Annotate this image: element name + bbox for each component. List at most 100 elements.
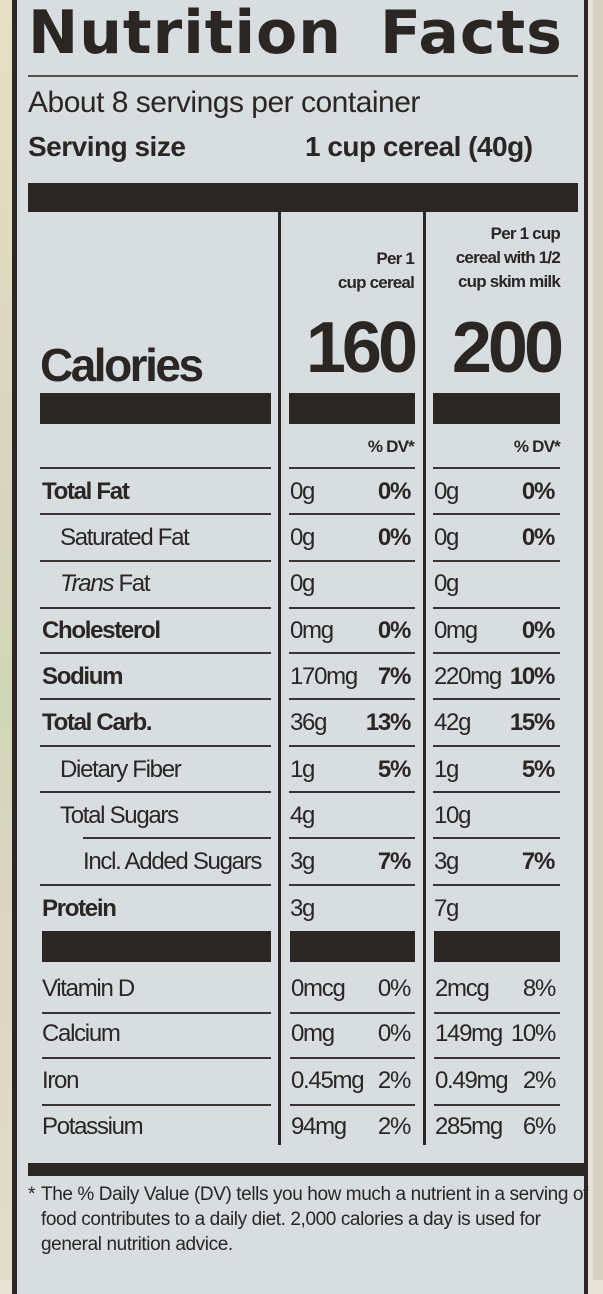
trans-fat-suffix: Fat <box>113 570 150 597</box>
dv-header-cereal: % DV* <box>367 437 415 456</box>
column-header-cereal-line2: cup cereal <box>337 273 415 292</box>
servings-per-container: About 8 servings per container <box>28 86 420 119</box>
vitamin-label-calcium: Calcium <box>42 1020 121 1047</box>
sodium-amount-milk: 220mg <box>434 663 502 690</box>
cholesterol-amount-milk: 0mg <box>434 617 478 644</box>
dv-header-milk: % DV* <box>513 437 561 456</box>
footnote-text: The % Daily Value (DV) tells you how muc… <box>41 1184 588 1255</box>
trans-fat-amount-milk: 0g <box>434 570 459 597</box>
total-carb-dv-milk: 15% <box>509 709 555 736</box>
total-carb-dv-cereal: 13% <box>365 709 411 736</box>
total-sugars-amount-milk: 10g <box>434 802 471 829</box>
nutrient-label-sodium: Sodium <box>42 663 124 690</box>
dietary-fiber-amount-milk: 1g <box>434 756 459 783</box>
calories-value-milk: 200 <box>451 308 564 388</box>
total-fat-dv-cereal: 0% <box>377 478 411 505</box>
column-header-milk-line3: cup skim milk <box>457 272 561 291</box>
total-fat-dv-milk: 0% <box>521 478 555 505</box>
vitamin-d-dv-milk: 8% <box>522 975 556 1002</box>
sodium-amount-cereal: 170mg <box>290 663 358 690</box>
total-carb-amount-cereal: 36g <box>290 709 327 736</box>
nutrient-label-total-sugars: Total Sugars <box>60 802 179 829</box>
sodium-dv-cereal: 7% <box>377 663 411 690</box>
protein-amount-milk: 7g <box>434 895 459 922</box>
package-background-right <box>593 0 603 1280</box>
column-header-cereal: Per 1 cup cereal <box>290 247 415 295</box>
daily-value-footnote: * The % Daily Value (DV) tells you how m… <box>28 1182 588 1257</box>
title-word-nutrition: Nutrition <box>28 0 342 68</box>
dietary-fiber-dv-cereal: 5% <box>377 756 411 783</box>
vitamin-d-amount-cereal: 0mcg <box>291 975 346 1002</box>
vitamin-d-amount-milk: 2mcg <box>435 975 490 1002</box>
added-sugars-dv-cereal: 7% <box>377 848 411 875</box>
vitamin-label-iron: Iron <box>42 1067 79 1094</box>
saturated-fat-amount-milk: 0g <box>434 524 459 551</box>
saturated-fat-dv-cereal: 0% <box>377 524 411 551</box>
nutrient-label-added-sugars: Incl. Added Sugars <box>83 848 262 875</box>
column-header-cereal-line1: Per 1 <box>376 249 414 268</box>
nutrient-label-dietary-fiber: Dietary Fiber <box>60 756 182 783</box>
cholesterol-dv-milk: 0% <box>521 617 555 644</box>
nutrient-label-protein: Protein <box>42 895 117 922</box>
sodium-dv-milk: 10% <box>509 663 555 690</box>
column-header-milk: Per 1 cup cereal with 1/2 cup skim milk <box>430 222 561 294</box>
total-fat-amount-cereal: 0g <box>290 478 315 505</box>
potassium-dv-cereal: 2% <box>377 1113 411 1140</box>
title-word-facts: Facts <box>379 0 563 68</box>
dietary-fiber-dv-milk: 5% <box>521 756 555 783</box>
title-divider <box>28 75 578 77</box>
calories-bar-milk-col <box>433 393 560 424</box>
nutrient-label-cholesterol: Cholesterol <box>42 617 161 644</box>
protein-bar-label-col <box>42 931 271 962</box>
iron-amount-milk: 0.49mg <box>435 1067 509 1094</box>
column-divider-2 <box>423 210 426 1145</box>
calcium-amount-cereal: 0mg <box>291 1020 335 1047</box>
cholesterol-amount-cereal: 0mg <box>290 617 334 644</box>
nutrition-facts-panel <box>12 0 588 1294</box>
added-sugars-amount-cereal: 3g <box>290 848 315 875</box>
nutrient-label-saturated-fat: Saturated Fat <box>60 524 190 551</box>
package-background-left <box>0 0 14 1280</box>
calories-label: Calories <box>40 339 204 391</box>
serving-size-value: 1 cup cereal (40g) <box>305 131 533 162</box>
potassium-amount-milk: 285mg <box>435 1113 503 1140</box>
protein-bar-cereal-col <box>290 931 415 962</box>
saturated-fat-dv-milk: 0% <box>521 524 555 551</box>
vitamin-label-vitamin-d: Vitamin D <box>42 975 135 1002</box>
nutrient-label-trans-fat: Trans Fat <box>60 570 151 598</box>
footnote-asterisk: * <box>28 1184 35 1205</box>
nutrient-label-total-carb: Total Carb. <box>42 709 153 736</box>
trans-italic: Trans <box>60 570 114 597</box>
cholesterol-dv-cereal: 0% <box>377 617 411 644</box>
total-fat-amount-milk: 0g <box>434 478 459 505</box>
saturated-fat-amount-cereal: 0g <box>290 524 315 551</box>
potassium-amount-cereal: 94mg <box>291 1113 347 1140</box>
potassium-dv-milk: 6% <box>522 1113 556 1140</box>
trans-fat-amount-cereal: 0g <box>290 570 315 597</box>
iron-dv-milk: 2% <box>522 1067 556 1094</box>
footnote-thick-bar <box>28 1163 586 1176</box>
calories-bar-label-col <box>40 393 271 424</box>
calcium-amount-milk: 149mg <box>435 1020 503 1047</box>
column-header-milk-line1: Per 1 cup <box>490 224 561 243</box>
calories-bar-cereal-col <box>289 393 415 424</box>
total-carb-amount-milk: 42g <box>434 709 471 736</box>
calories-value-cereal: 160 <box>305 308 418 388</box>
protein-amount-cereal: 3g <box>290 895 315 922</box>
iron-amount-cereal: 0.45mg <box>291 1067 365 1094</box>
nutrition-facts-title: Nutrition Facts <box>28 0 588 68</box>
vitamin-label-potassium: Potassium <box>42 1113 144 1140</box>
protein-bar-milk-col <box>434 931 560 962</box>
total-sugars-amount-cereal: 4g <box>290 802 315 829</box>
serving-thick-bar <box>28 183 578 212</box>
nutrient-label-total-fat: Total Fat <box>42 478 130 505</box>
column-divider-1 <box>278 210 281 1145</box>
added-sugars-amount-milk: 3g <box>434 848 459 875</box>
dietary-fiber-amount-cereal: 1g <box>290 756 315 783</box>
calcium-dv-cereal: 0% <box>377 1020 411 1047</box>
iron-dv-cereal: 2% <box>377 1067 411 1094</box>
vitamin-d-dv-cereal: 0% <box>377 975 411 1002</box>
column-header-milk-line2: cereal with 1/2 <box>455 248 561 267</box>
serving-size-label: Serving size <box>28 131 186 162</box>
calcium-dv-milk: 10% <box>510 1020 556 1047</box>
